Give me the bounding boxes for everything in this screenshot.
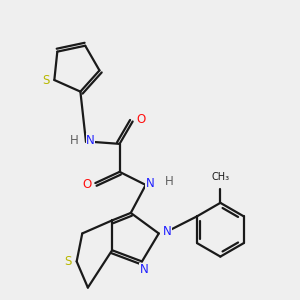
Text: N: N	[140, 263, 148, 276]
Text: H: H	[164, 176, 173, 188]
Text: N: N	[146, 177, 154, 190]
Text: S: S	[42, 74, 50, 86]
Text: N: N	[163, 225, 171, 238]
Text: N: N	[86, 134, 95, 147]
Text: CH₃: CH₃	[211, 172, 230, 182]
Text: S: S	[64, 255, 71, 268]
Text: H: H	[70, 134, 78, 147]
Text: O: O	[82, 178, 92, 191]
Text: O: O	[136, 113, 146, 126]
